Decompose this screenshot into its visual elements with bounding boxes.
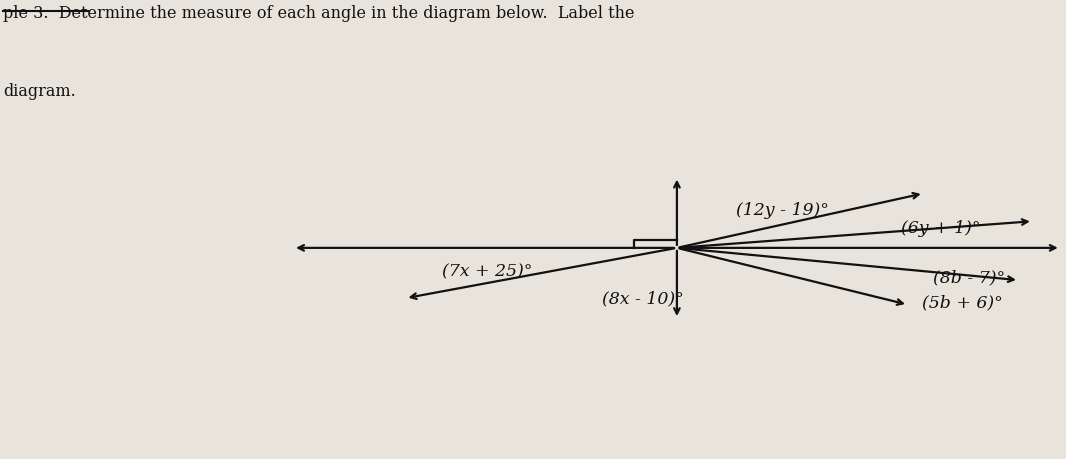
Text: (6y + 1)°: (6y + 1)°	[901, 219, 981, 236]
Text: (12y - 19)°: (12y - 19)°	[736, 202, 828, 219]
Text: (5b + 6)°: (5b + 6)°	[922, 295, 1003, 312]
Text: ple 3.  Determine the measure of each angle in the diagram below.  Label the: ple 3. Determine the measure of each ang…	[3, 5, 634, 22]
Text: (8x - 10)°: (8x - 10)°	[602, 291, 684, 308]
Text: (8b - 7)°: (8b - 7)°	[933, 269, 1005, 286]
Text: (7x + 25)°: (7x + 25)°	[442, 263, 533, 280]
Text: diagram.: diagram.	[3, 83, 76, 100]
